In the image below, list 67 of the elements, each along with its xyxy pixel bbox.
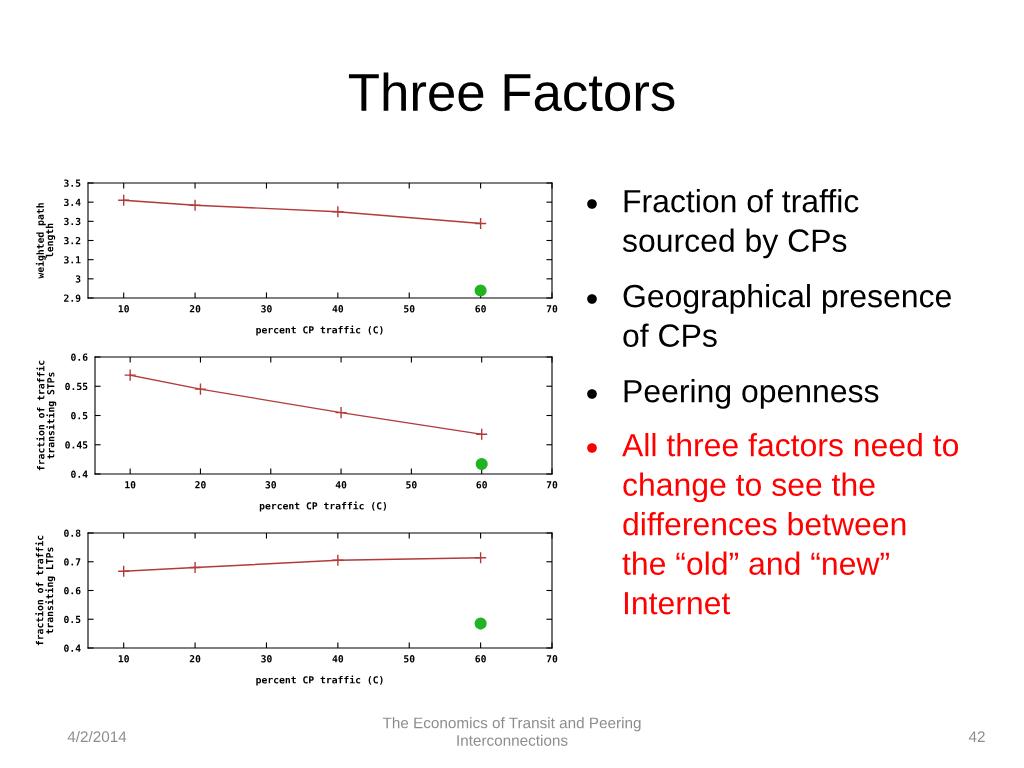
point <box>474 551 487 564</box>
point <box>331 554 345 567</box>
y-tick-label: 0.55 <box>65 382 88 391</box>
y-tick-label: 3.5 <box>64 179 81 187</box>
text: Peering openness <box>624 379 879 409</box>
y-axis-title: fraction of traffic transiting STPs <box>36 360 57 471</box>
x-tick-label: 10 <box>118 655 129 663</box>
point <box>123 368 137 382</box>
point <box>475 457 488 471</box>
text: All three factors need to change to see the differences between the “old” and “new” Internet <box>622 433 959 615</box>
y-tick-label: 0.7 <box>64 558 81 566</box>
point <box>474 217 487 230</box>
point <box>194 382 207 396</box>
x-tick-label: 40 <box>332 655 344 663</box>
text: 4/2/2014 <box>67 730 127 743</box>
text: Fraction of traffic sourced by CPs <box>622 189 859 259</box>
x-tick-label: 40 <box>335 481 347 489</box>
x-tick-label: 30 <box>261 655 272 663</box>
point <box>475 427 488 441</box>
point <box>474 617 487 630</box>
x-tick-label: 60 <box>475 305 486 313</box>
x-tick-label: 20 <box>189 655 201 663</box>
y-tick-label: 3.2 <box>64 236 81 245</box>
x-tick-label: 10 <box>118 305 129 313</box>
text: The Economics of Transit and Peering Interconnections <box>382 717 641 746</box>
point <box>188 198 202 212</box>
x-tick-label: 70 <box>546 305 558 313</box>
y-tick-label: 0.5 <box>71 411 88 420</box>
y-tick-label: 3.1 <box>64 256 81 264</box>
y-tick-label: 0.8 <box>64 529 81 537</box>
x-tick-label: 30 <box>261 305 272 313</box>
y-tick-label: 3.4 <box>64 198 81 206</box>
y-tick-label: 0.4 <box>71 470 88 478</box>
y-tick-label: 0.4 <box>64 644 81 652</box>
x-tick-label: 50 <box>406 481 417 489</box>
text: Geographical presence of CPs <box>623 284 951 347</box>
point <box>117 564 130 578</box>
x-tick-label: 60 <box>475 655 486 663</box>
y-tick-label: 3 <box>75 275 81 283</box>
point <box>331 205 345 219</box>
y-axis-title: weighted path length <box>35 203 56 279</box>
x-tick-label: 10 <box>125 481 136 489</box>
x-tick-label: 50 <box>404 655 415 663</box>
text: 42 <box>968 731 985 742</box>
point <box>474 284 487 297</box>
x-tick-label: 60 <box>476 481 487 489</box>
text: Three Factors <box>348 72 675 112</box>
x-tick-label: 40 <box>332 305 344 313</box>
y-axis-title: fraction of traffic transiting LTPs <box>35 535 56 646</box>
y-tick-label: 0.6 <box>71 353 88 361</box>
y-tick-label: 0.5 <box>64 615 81 624</box>
x-axis-title: percent CP traffic (C) <box>256 675 383 686</box>
y-tick-label: 3.3 <box>64 217 81 226</box>
x-tick-label: 20 <box>195 481 206 489</box>
point <box>188 561 202 574</box>
x-tick-label: 70 <box>546 655 558 663</box>
x-tick-label: 50 <box>404 305 415 313</box>
x-tick-label: 30 <box>265 481 277 489</box>
y-tick-label: 0.6 <box>64 586 81 595</box>
point <box>117 193 130 207</box>
x-tick-label: 70 <box>546 481 558 489</box>
y-tick-label: 2.9 <box>64 294 81 302</box>
x-tick-label: 20 <box>189 305 201 313</box>
point <box>334 406 348 419</box>
x-axis-title: percent CP traffic (C) <box>259 501 387 512</box>
y-tick-label: 0.45 <box>65 441 88 449</box>
x-axis-title: percent CP traffic (C) <box>256 325 383 336</box>
